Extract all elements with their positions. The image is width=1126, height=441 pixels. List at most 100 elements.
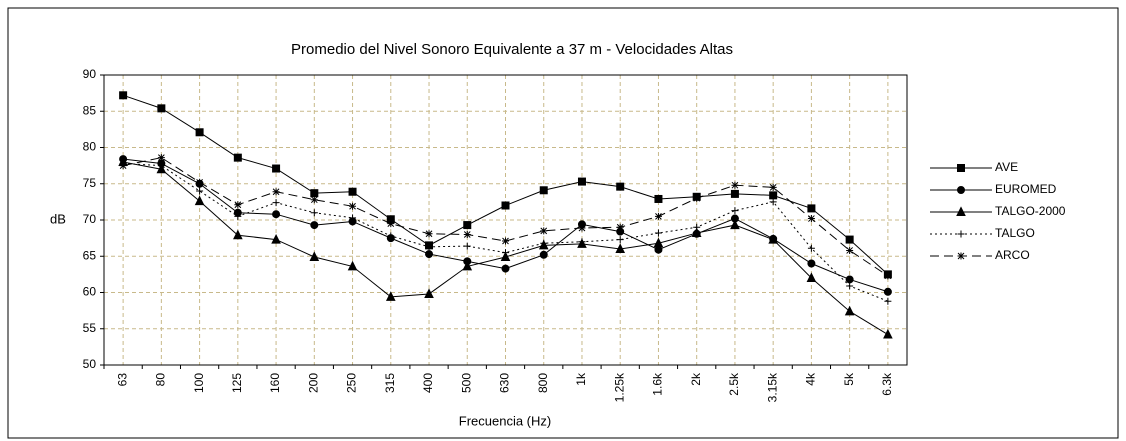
marker — [234, 201, 242, 209]
marker — [272, 199, 280, 207]
marker — [807, 244, 815, 252]
marker — [500, 251, 511, 261]
marker — [463, 231, 471, 238]
marker — [157, 104, 166, 113]
marker — [347, 260, 358, 271]
marker — [957, 186, 965, 194]
marker — [957, 164, 965, 172]
marker — [310, 189, 319, 198]
marker — [540, 239, 548, 247]
marker — [539, 186, 548, 195]
marker — [272, 164, 281, 173]
x-tick-label: 4k — [804, 372, 818, 386]
marker — [194, 195, 205, 206]
chart-title: Promedio del Nivel Sonoro Equivalente a … — [291, 41, 733, 58]
marker — [119, 162, 127, 170]
x-tick-label: 3.15k — [765, 372, 779, 402]
marker — [807, 204, 816, 213]
marker — [234, 212, 242, 220]
x-tick-label: 500 — [459, 373, 473, 393]
marker — [616, 236, 624, 244]
x-tick-label: 630 — [498, 373, 512, 393]
marker — [731, 181, 739, 189]
marker — [119, 91, 128, 100]
y-tick-label: 75 — [83, 176, 97, 190]
marker — [196, 187, 204, 195]
x-tick-label: 400 — [421, 373, 435, 393]
marker — [502, 249, 509, 257]
marker — [884, 297, 892, 305]
marker — [769, 198, 777, 206]
x-tick-label: 160 — [268, 373, 282, 393]
marker — [387, 232, 395, 240]
marker — [883, 287, 892, 296]
marker — [540, 227, 548, 235]
marker — [693, 194, 701, 202]
marker — [693, 223, 701, 231]
marker — [501, 201, 510, 210]
marker — [539, 250, 548, 259]
y-tick-label: 55 — [83, 321, 97, 335]
marker — [653, 237, 664, 248]
marker — [578, 238, 586, 246]
marker — [654, 194, 663, 203]
marker — [425, 250, 434, 259]
marker — [730, 219, 740, 230]
marker — [349, 202, 357, 210]
marker — [463, 242, 471, 250]
marker — [424, 288, 434, 298]
marker — [349, 214, 357, 222]
x-tick-label: 800 — [536, 373, 550, 393]
marker — [654, 212, 662, 220]
marker — [807, 259, 816, 268]
x-tick-label: 2k — [689, 372, 703, 386]
marker — [730, 189, 739, 198]
marker — [425, 230, 433, 238]
marker — [425, 243, 433, 251]
marker — [615, 243, 626, 253]
y-tick-label: 50 — [83, 357, 97, 371]
marker — [846, 282, 854, 290]
x-tick-label: 315 — [383, 373, 397, 393]
legend-label: AVE — [995, 160, 1018, 174]
marker — [957, 230, 965, 238]
legend-label: TALGO — [995, 226, 1035, 240]
y-tick-label: 65 — [83, 248, 97, 262]
x-axis-label: Frecuencia (Hz) — [459, 413, 551, 428]
y-axis-label: dB — [50, 211, 66, 226]
marker — [463, 221, 472, 230]
marker — [806, 272, 817, 282]
marker — [310, 209, 318, 217]
marker — [387, 220, 395, 228]
marker — [578, 224, 586, 232]
x-tick-label: 1.25k — [612, 372, 626, 402]
y-tick-label: 85 — [83, 103, 97, 117]
marker — [845, 275, 854, 284]
marker — [769, 191, 778, 200]
marker — [845, 235, 854, 244]
marker — [233, 153, 242, 162]
marker — [731, 207, 739, 215]
marker — [501, 264, 510, 273]
marker — [654, 229, 662, 237]
marker — [309, 251, 320, 261]
x-tick-label: 1k — [574, 372, 588, 386]
marker — [502, 237, 509, 245]
marker — [956, 206, 966, 216]
legend-label: ARCO — [995, 248, 1030, 262]
marker — [272, 188, 280, 196]
marker — [846, 246, 854, 254]
marker — [157, 162, 165, 170]
y-tick-label: 90 — [83, 67, 97, 81]
x-tick-label: 125 — [230, 373, 244, 393]
x-tick-label: 250 — [345, 373, 359, 393]
marker — [957, 252, 965, 260]
marker — [844, 305, 855, 316]
legend-label: EUROMED — [995, 182, 1057, 196]
marker — [196, 178, 204, 186]
marker — [691, 227, 702, 238]
x-tick-label: 2.5k — [727, 372, 741, 396]
marker — [883, 328, 893, 339]
marker — [616, 223, 624, 231]
series-line — [123, 157, 889, 277]
